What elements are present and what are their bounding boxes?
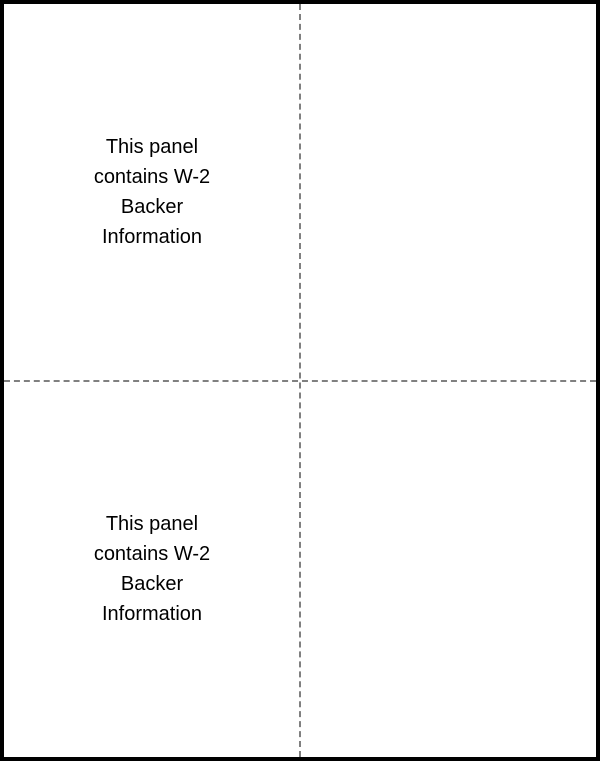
panel-bottom-left-text: This panel contains W-2 Backer Informati… (94, 509, 210, 629)
panel-top-left: This panel contains W-2 Backer Informati… (4, 4, 300, 381)
panel-bottom-right (300, 381, 596, 758)
panel-bottom-left: This panel contains W-2 Backer Informati… (4, 381, 300, 758)
form-page: This panel contains W-2 Backer Informati… (0, 0, 600, 761)
panel-top-left-text: This panel contains W-2 Backer Informati… (94, 132, 210, 252)
panel-top-right (300, 4, 596, 381)
